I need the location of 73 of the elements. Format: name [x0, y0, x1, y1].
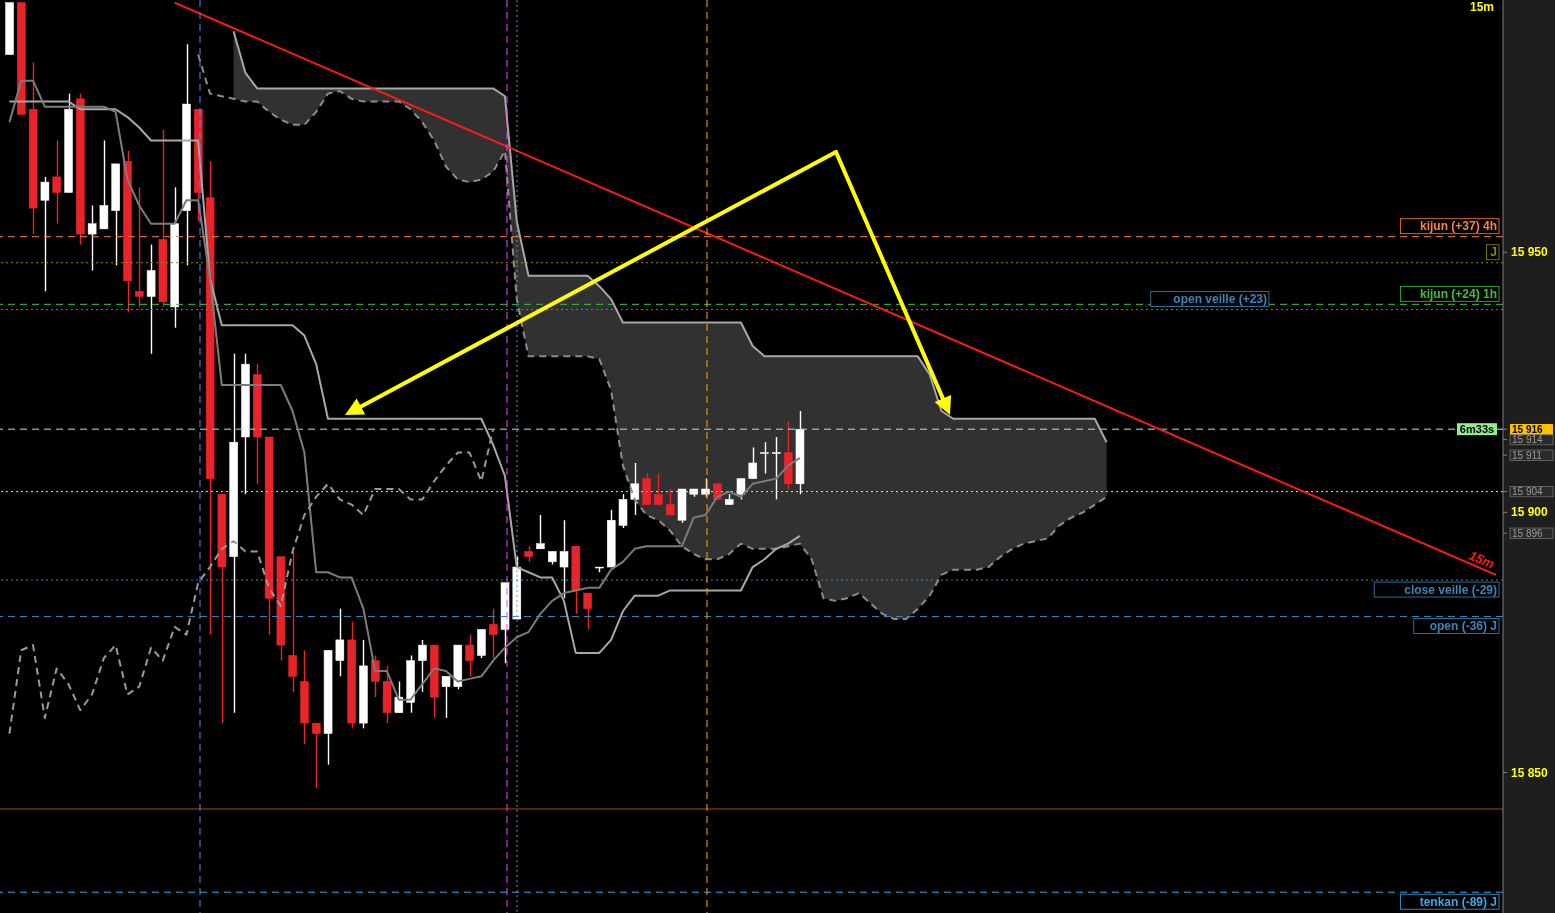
y-tick-label: 15 900 [1511, 505, 1549, 520]
candlestick [288, 550, 297, 693]
candlestick [40, 176, 50, 293]
candlestick [606, 509, 616, 568]
candlestick [300, 649, 309, 745]
candlestick [441, 675, 451, 719]
candlestick [5, 1, 14, 56]
candlestick [28, 61, 38, 235]
candlestick [536, 514, 545, 550]
candlestick [642, 472, 651, 506]
candlestick [559, 519, 569, 599]
annotation: 6m33s [1459, 423, 1495, 436]
candlestick [760, 441, 769, 475]
candlestick [772, 436, 781, 501]
candlestick [146, 243, 156, 355]
candlestick [418, 639, 427, 693]
ref-line-label: open (-36) J [1429, 618, 1497, 633]
y-tick-label: 15 950 [1511, 245, 1549, 260]
candlestick [618, 493, 628, 529]
candlestick [99, 139, 109, 230]
candlestick [205, 160, 215, 636]
candlestick [312, 722, 321, 789]
candlestick [347, 620, 356, 730]
candlestick [394, 680, 404, 714]
candlestick [241, 353, 250, 495]
candlestick [748, 446, 758, 480]
candlestick [323, 649, 333, 766]
candlestick [217, 493, 227, 724]
ref-line-label: tenkan (-89) J [1419, 894, 1497, 909]
candlestick [135, 186, 144, 308]
candlestick [677, 488, 687, 524]
candlestick [583, 592, 592, 631]
ref-line-label: open veille (+23) [1173, 292, 1267, 307]
y-tick-label: 15 911 [1512, 449, 1543, 461]
ref-line-label: kijun (+37) 4h [1419, 219, 1497, 234]
y-tick-label: 15 896 [1512, 527, 1544, 539]
candlestick [477, 628, 486, 659]
y-tick-label: 15 914 [1512, 434, 1544, 446]
candlestick [465, 633, 474, 677]
candlestick [158, 129, 168, 308]
y-tick-label: 15 916 [1512, 423, 1544, 435]
candlestick [87, 204, 97, 272]
ref-line-label: J [1490, 245, 1497, 260]
candlestick [264, 436, 274, 636]
candlestick [52, 139, 61, 225]
candlestick [182, 43, 191, 267]
ref-line-label: kijun (+24) 1h [1419, 286, 1497, 301]
candlestick [488, 607, 498, 659]
candlestick [571, 545, 581, 615]
ref-line-label: close veille (-29) [1404, 582, 1497, 597]
candlestick [170, 186, 179, 329]
candlestick [665, 488, 675, 516]
candlestick [453, 644, 463, 690]
candlestick [64, 92, 73, 194]
candlestick [229, 353, 238, 714]
candlestick [406, 654, 415, 714]
candlestick [111, 163, 120, 267]
line-series [232, 30, 1108, 444]
y-tick-label: 15 904 [1512, 486, 1544, 498]
candlestick [359, 639, 368, 730]
line-series [8, 428, 495, 735]
chart-title: 15m [1469, 0, 1494, 14]
candlestick [276, 555, 286, 662]
candlestick [795, 410, 805, 495]
candlestick [654, 472, 663, 506]
candlestick [335, 607, 345, 677]
candlestick [382, 665, 392, 724]
text: 15m [1466, 547, 1497, 572]
candlestick [736, 477, 746, 501]
y-tick-label: 15 850 [1511, 765, 1549, 780]
candlestick [76, 92, 85, 246]
candlestick [430, 644, 439, 719]
candlestick [253, 363, 262, 485]
